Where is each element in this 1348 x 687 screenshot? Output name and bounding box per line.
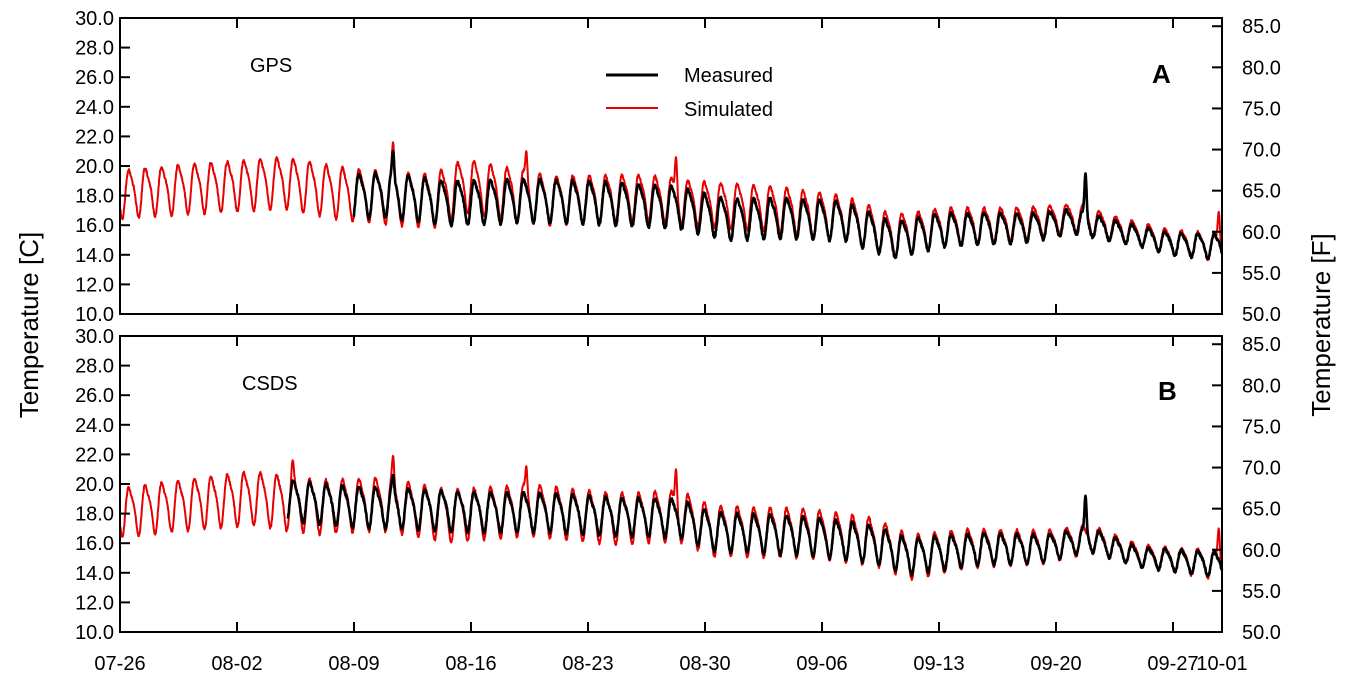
x-tick-label: 10-01 (1196, 653, 1247, 675)
panel-a-ticks-layer: 10.0 12.0 14.0 16.0 18.0 20.0 22.0 24.0 26.0 28.0… (75, 8, 1281, 326)
panel-b-y-right-tick-label: 55.0 (1242, 581, 1281, 603)
panel-a-series-layer (119, 141, 1223, 262)
right-axis-title: Temperature [F] (1306, 233, 1336, 417)
panel-a-y-right-tick-label: 65.0 (1242, 181, 1281, 203)
panel-a-y-left-tick-label: 14.0 (75, 245, 114, 267)
panel-a: 10.0 12.0 14.0 16.0 18.0 20.0 22.0 24.0 26.0 28.0… (75, 8, 1281, 326)
panel-a-series-measured-line (352, 149, 1223, 261)
x-tick-label: 08-30 (679, 653, 730, 675)
panel-b-ticks-layer: 10.0 12.0 14.0 16.0 18.0 20.0 22.0 24.0 26.0 28.0… (75, 326, 1281, 644)
panel-b-y-right-tick-label: 85.0 (1242, 334, 1281, 356)
panel-a-y-left-tick-label: 20.0 (75, 156, 114, 178)
panel-b-y-left-tick-label: 14.0 (75, 563, 114, 585)
panel-b-site-label: CSDS (242, 373, 298, 395)
panel-a-y-left-tick-label: 22.0 (75, 126, 114, 148)
panel-b-y-left-tick-label: 18.0 (75, 504, 114, 526)
panel-b: 10.0 12.0 14.0 16.0 18.0 20.0 22.0 24.0 26.0 28.0… (75, 326, 1281, 644)
x-tick-label: 09-13 (913, 653, 964, 675)
panel-a-y-left-tick-label: 28.0 (75, 38, 114, 60)
panel-b-y-left-tick-label: 24.0 (75, 415, 114, 437)
panel-a-y-right-tick-label: 85.0 (1242, 16, 1281, 38)
panel-b-y-left-tick-label: 10.0 (75, 622, 114, 644)
panel-a-y-left-tick-label: 18.0 (75, 186, 114, 208)
x-tick-label: 08-09 (328, 653, 379, 675)
panel-a-site-label: GPS (250, 55, 292, 77)
x-tick-label: 09-27 (1147, 653, 1198, 675)
panel-b-y-left-tick-label: 26.0 (75, 385, 114, 407)
panel-a-series-simulated-line (119, 141, 1223, 262)
x-tick-label: 09-06 (796, 653, 847, 675)
panel-b-y-left-tick-label: 20.0 (75, 474, 114, 496)
panel-a-y-left-tick-label: 26.0 (75, 67, 114, 89)
panel-b-y-left-tick-label: 28.0 (75, 356, 114, 378)
panel-a-y-right-tick-label: 50.0 (1242, 304, 1281, 326)
x-tick-label: 08-23 (562, 653, 613, 675)
panel-b-y-right-tick-label: 60.0 (1242, 540, 1281, 562)
panel-b-y-left-tick-label: 30.0 (75, 326, 114, 348)
panel-b-series-layer (119, 454, 1224, 581)
legend-measured-label: Measured (684, 65, 773, 87)
panel-b-y-left-tick-label: 12.0 (75, 592, 114, 614)
panel-a-y-left-tick-label: 30.0 (75, 8, 114, 30)
panel-a-y-left-tick-label: 24.0 (75, 97, 114, 119)
panel-b-series-simulated-line (119, 454, 1223, 581)
panel-b-y-left-tick-label: 22.0 (75, 444, 114, 466)
legend: Measured Simulated (606, 65, 773, 121)
panel-b-y-right-tick-label: 75.0 (1242, 416, 1281, 438)
left-axis-title: Temperature [C] (14, 232, 44, 418)
panel-a-label: A (1152, 59, 1171, 89)
x-axis-labels: 07-26 08-02 08-09 08-16 08-23 08-30 09-06 09-13… (94, 653, 1247, 675)
panel-b-series-measured-line (286, 473, 1224, 578)
panel-a-y-right-tick-label: 60.0 (1242, 222, 1281, 244)
x-tick-label: 09-20 (1030, 653, 1081, 675)
panel-b-y-right-tick-label: 70.0 (1242, 458, 1281, 480)
panel-a-y-left-tick-label: 10.0 (75, 304, 114, 326)
panel-a-y-right-tick-label: 75.0 (1242, 98, 1281, 120)
x-tick-label: 07-26 (94, 653, 145, 675)
panel-b-y-right-tick-label: 50.0 (1242, 622, 1281, 644)
panel-a-y-right-tick-label: 55.0 (1242, 263, 1281, 285)
panel-a-y-right-tick-label: 80.0 (1242, 57, 1281, 79)
panel-b-y-left-tick-label: 16.0 (75, 533, 114, 555)
panel-a-y-left-tick-label: 16.0 (75, 215, 114, 237)
panel-a-y-left-tick-label: 12.0 (75, 274, 114, 296)
panel-b-y-right-tick-label: 65.0 (1242, 499, 1281, 521)
panel-b-label: B (1158, 376, 1177, 406)
panel-a-y-right-tick-label: 70.0 (1242, 140, 1281, 162)
legend-simulated-label: Simulated (684, 99, 773, 121)
x-tick-label: 08-02 (211, 653, 262, 675)
panel-b-y-right-tick-label: 80.0 (1242, 375, 1281, 397)
x-tick-label: 08-16 (445, 653, 496, 675)
